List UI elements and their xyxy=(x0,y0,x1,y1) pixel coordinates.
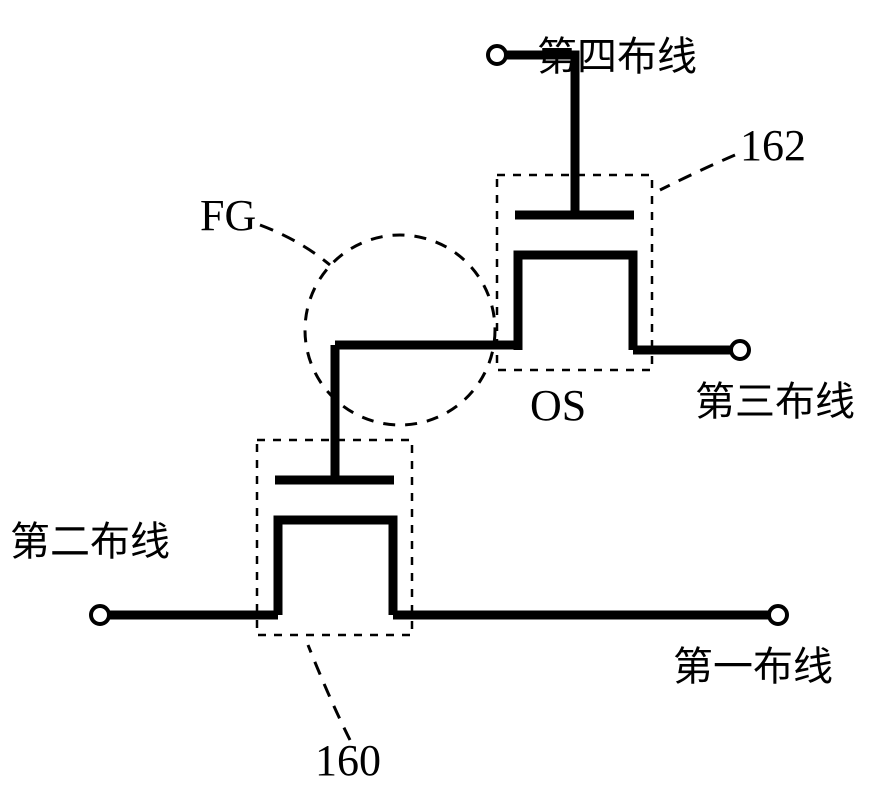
ref-160-text: 160 xyxy=(315,736,381,785)
label-terminal-2: 第二布线 xyxy=(10,519,170,564)
terminal-2-icon xyxy=(91,606,109,624)
transistor-162-channel xyxy=(518,255,633,350)
label-terminal-4: 第四布线 xyxy=(537,34,697,79)
terminal-1-icon xyxy=(769,606,787,624)
fg-circle xyxy=(305,235,495,425)
ref-162-text: 162 xyxy=(740,121,806,170)
terminal-4-icon xyxy=(488,46,506,64)
ref-160-leader xyxy=(308,645,350,740)
label-terminal-3: 第三布线 xyxy=(695,379,855,424)
label-terminal-1: 第一布线 xyxy=(673,644,833,689)
transistor-162 xyxy=(497,90,652,370)
transistor-160-channel xyxy=(278,520,393,615)
ref-162-leader xyxy=(660,155,735,190)
terminal-3-icon xyxy=(731,341,749,359)
transistor-160 xyxy=(257,345,412,635)
label-os: OS xyxy=(530,381,586,430)
fg-leader xyxy=(260,225,330,265)
label-fg: FG xyxy=(200,191,256,240)
